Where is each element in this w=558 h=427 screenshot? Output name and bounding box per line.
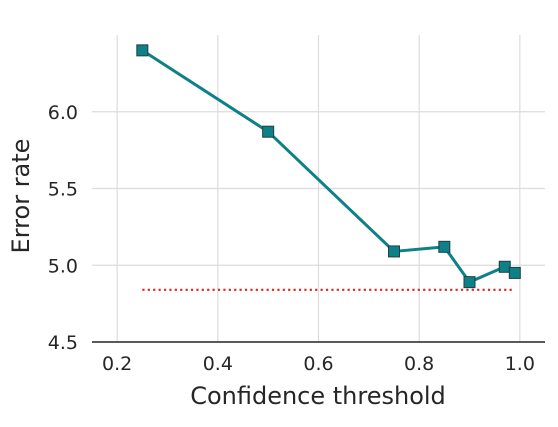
y-tick-label: 5.0	[48, 255, 78, 277]
data-point-marker	[463, 276, 476, 289]
series-layer	[136, 44, 521, 289]
tick-labels: 0.2 0.4 0.6 0.8 1.0 4.5 5.0 5.5 6.0	[48, 102, 535, 375]
x-tick-label: 0.4	[203, 353, 233, 375]
data-point-marker	[262, 125, 275, 138]
data-point-marker	[388, 245, 400, 258]
x-axis-title: Confidence threshold	[190, 382, 446, 410]
y-tick-label: 4.5	[48, 332, 78, 354]
x-tick-label: 0.8	[404, 353, 434, 375]
series-line	[141, 49, 516, 284]
y-axis-title: Error rate	[7, 139, 35, 254]
y-tick-label: 5.5	[48, 179, 78, 201]
y-tick-label: 6.0	[48, 102, 78, 124]
data-point-marker	[498, 260, 511, 273]
data-point-marker	[136, 44, 149, 57]
data-point-marker	[508, 266, 521, 279]
grid-lines	[92, 35, 545, 343]
x-tick-label: 1.0	[505, 353, 535, 375]
data-point-marker	[438, 240, 451, 253]
x-tick-label: 0.6	[303, 353, 333, 375]
x-tick-label: 0.2	[102, 353, 132, 375]
